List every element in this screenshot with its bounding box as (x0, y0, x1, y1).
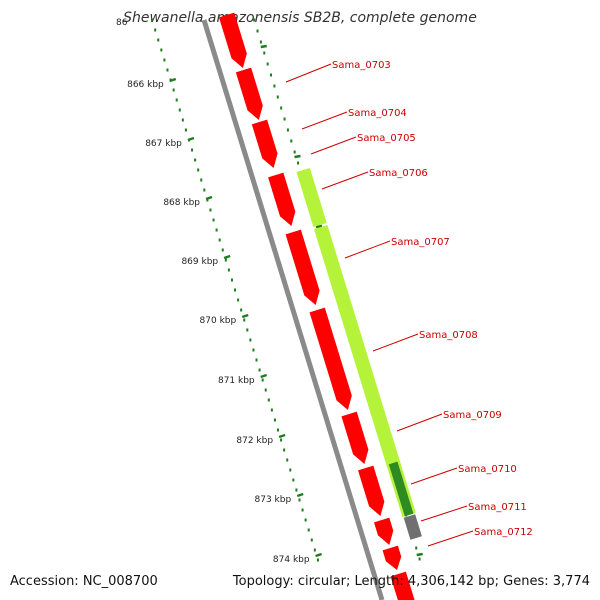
accession-text: Accession: NC_008700 (10, 574, 158, 589)
feature-block-1 (296, 167, 327, 228)
gene-arrow-4 (268, 172, 296, 226)
scale-label: 867 kbp (145, 139, 182, 149)
feature-block-dark (388, 461, 414, 517)
gene-arrow-2 (235, 67, 263, 120)
gene-arrow-7 (341, 411, 369, 464)
scale-tick (169, 77, 177, 83)
gene-label-sama-0704: Sama_0704 (348, 108, 407, 119)
gene-label-sama-0712: Sama_0712 (474, 527, 533, 538)
gene-track (218, 12, 422, 600)
leader-line (301, 111, 348, 130)
scale-label: 868 kbp (163, 198, 200, 208)
scale-tick (296, 492, 304, 498)
gene-label-sama-0711: Sama_0711 (468, 502, 527, 513)
scale-label: 872 kbp (236, 436, 273, 446)
leader-line (372, 333, 419, 352)
gene-arrow-10 (382, 545, 402, 570)
scale-dots (151, 18, 423, 562)
gene-label-sama-0708: Sama_0708 (419, 330, 478, 341)
scale-labels: 866 kbp 867 kbp 868 kbp 869 kbp 870 kbp 871 k… (116, 18, 323, 565)
scale-label: 871 kbp (218, 376, 255, 386)
scale-tick (223, 254, 231, 260)
genome-summary: Topology: circular; Length: 4,306,142 bp… (232, 574, 590, 589)
feature-block-2 (313, 224, 416, 518)
leader-line (344, 240, 391, 259)
gene-label-sama-0705: Sama_0705 (357, 133, 416, 144)
leader-line (427, 530, 474, 547)
gene-label-sama-0710: Sama_0710 (458, 464, 517, 475)
genome-backbone (201, 19, 385, 600)
gene-arrow-8 (358, 465, 385, 516)
scale-label: 873 kbp (255, 495, 292, 505)
gene-label-sama-0703: Sama_0703 (332, 60, 391, 71)
leader-line (285, 63, 332, 83)
gene-label-sama-0707: Sama_0707 (391, 237, 450, 248)
gene-label-sama-0706: Sama_0706 (369, 168, 428, 179)
scale-tick (241, 313, 249, 319)
feature-block-gray (403, 514, 422, 540)
gene-label-sama-0709: Sama_0709 (443, 410, 502, 421)
scale-label-partial: 86 (116, 18, 128, 28)
scale-tick (315, 552, 323, 558)
scale-tick (278, 433, 286, 439)
scale-tick (187, 136, 195, 142)
leader-line (396, 413, 443, 432)
leader-line (420, 505, 468, 522)
scale-tick (260, 373, 268, 379)
gene-arrow-3 (251, 119, 278, 168)
scale-label: 870 kbp (200, 316, 237, 326)
scale-label: 869 kbp (181, 257, 218, 267)
gene-arrow-9 (373, 517, 394, 545)
leader-line (310, 136, 357, 155)
gene-arrow-5 (285, 229, 320, 305)
gene-arrow-1 (218, 12, 247, 69)
leader-line (321, 171, 369, 190)
scale-label: 874 kbp (273, 555, 310, 565)
gene-labels: Sama_0703 Sama_0704 Sama_0705 Sama_0706 Sama… (285, 60, 533, 547)
gene-arrow-11 (390, 571, 415, 600)
leader-line (410, 467, 458, 485)
gene-arrow-6 (309, 307, 352, 410)
map-title: Shewanella amazonensis SB2B, complete ge… (123, 10, 477, 26)
scale-tick (205, 195, 213, 201)
scale-label: 866 kbp (127, 80, 164, 90)
